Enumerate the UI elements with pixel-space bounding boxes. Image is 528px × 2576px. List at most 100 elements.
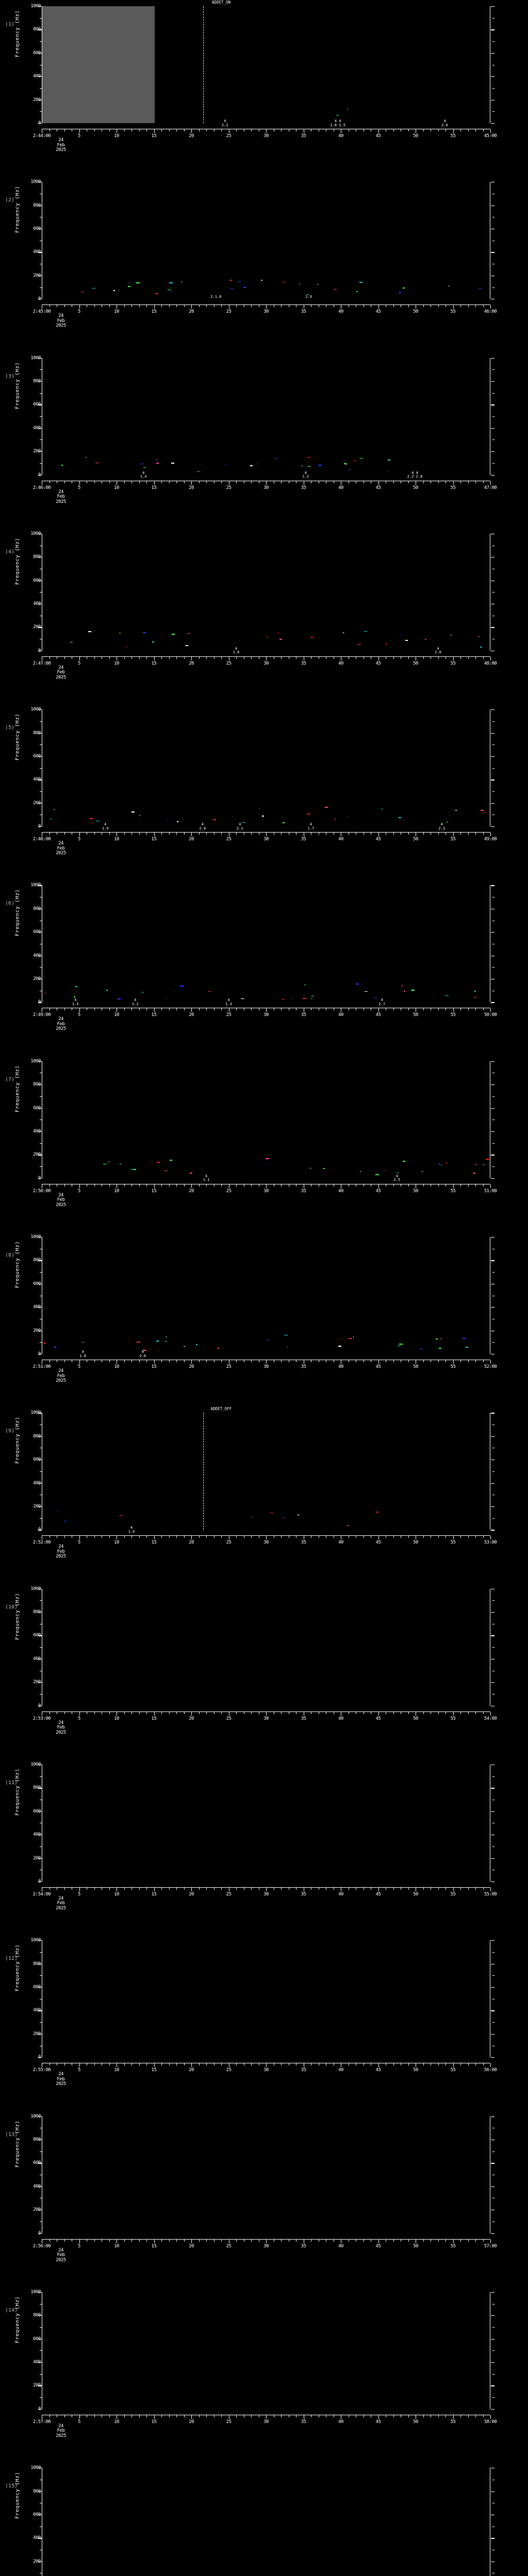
plot-area[interactable]: [42, 885, 490, 1003]
x-axis-end-label: 46:00: [484, 309, 497, 315]
y-tick-major-right: [491, 29, 494, 30]
x-tick-label: 50: [413, 1188, 418, 1194]
detection-mark: [301, 465, 303, 467]
x-tick-label: 30: [263, 1540, 269, 1546]
plot-area[interactable]: [42, 2292, 490, 2409]
y-tick-major-right: [491, 2338, 494, 2340]
y-tick-major: [38, 123, 42, 124]
y-tick-major-right: [491, 2116, 494, 2117]
plot-area[interactable]: [42, 1237, 490, 1354]
plot-area[interactable]: [42, 6, 490, 123]
detection-mark: [230, 288, 234, 290]
date-line: Feb: [57, 494, 65, 500]
x-tick-minor: [281, 129, 282, 131]
x-axis-date-stack: 24 Feb 2025: [56, 841, 66, 856]
y-tick-major-right: [491, 1002, 494, 1003]
plot-area[interactable]: [42, 533, 490, 651]
x-tick-minor: [460, 481, 461, 483]
x-tick-major: [453, 833, 454, 837]
x-tick-label: 20: [189, 1012, 194, 1018]
y-tick-major-right: [491, 1811, 494, 1812]
x-tick-minor: [468, 481, 469, 483]
x-tick-minor: [236, 833, 237, 835]
date-line: 2025: [56, 674, 66, 680]
x-axis-start-label: 2:52:00: [32, 1540, 51, 1546]
plot-area[interactable]: [42, 1061, 490, 1178]
x-tick-label: 45: [375, 1540, 381, 1546]
x-tick-label: 55: [450, 1716, 456, 1721]
x-tick-major: [453, 1711, 454, 1716]
x-tick-minor: [460, 1360, 461, 1363]
x-tick-minor: [199, 1887, 200, 1890]
plot-area[interactable]: [42, 1413, 490, 1530]
x-tick-minor: [184, 305, 185, 308]
x-tick-minor: [221, 1536, 222, 1538]
x-tick-minor: [206, 1711, 207, 1714]
y-tick-minor: [40, 369, 42, 370]
plot-area[interactable]: [42, 182, 490, 299]
y-tick-major: [38, 2292, 42, 2293]
x-tick-minor: [176, 1536, 177, 1538]
plot-area[interactable]: [42, 1588, 490, 1706]
detection-mark: [486, 1159, 490, 1160]
plot-area[interactable]: [42, 1764, 490, 1882]
y-axis-ticks: 0 200 400 600 800 1000: [0, 2114, 42, 2236]
detection-mark: [238, 281, 241, 282]
x-tick-minor: [460, 656, 461, 659]
detection-mark: [184, 1346, 186, 1347]
y-tick-major: [38, 2116, 42, 2117]
y-tick-major: [38, 2385, 42, 2386]
x-tick-label: 15: [151, 133, 157, 139]
y-tick-label: 800: [33, 202, 41, 208]
panel-number: (10): [5, 1604, 18, 1610]
date-line: 24: [58, 841, 63, 846]
x-tick-minor: [408, 2063, 409, 2066]
y-tick-major-right: [491, 358, 494, 359]
y-tick-major: [38, 2315, 42, 2316]
plot-area[interactable]: [42, 358, 490, 475]
detection-mark: [399, 634, 401, 635]
detection-mark: [170, 1160, 173, 1161]
x-tick-label: 15: [151, 1188, 157, 1194]
x-tick-minor: [124, 1887, 125, 1890]
detection-annotation: 2.1.8: [210, 295, 221, 299]
date-line: 24: [58, 1544, 63, 1550]
detection-mark: [166, 1336, 167, 1337]
detection-mark: [229, 280, 232, 281]
x-axis: [42, 304, 491, 309]
detection-mark: [318, 465, 322, 466]
y-tick-minor-right: [492, 439, 494, 440]
plot-area[interactable]: [42, 2468, 490, 2576]
x-tick-major: [453, 305, 454, 309]
detection-annotation-top: 4: [437, 646, 439, 651]
detection-annotation-bottom: 2.0: [139, 1353, 146, 1358]
plot-area[interactable]: [42, 2116, 490, 2233]
x-tick-minor: [438, 1008, 439, 1011]
x-tick-label: 30: [263, 2067, 269, 2073]
x-axis-end-label: 47:00: [484, 485, 497, 490]
x-tick-minor: [139, 1184, 140, 1187]
x-tick-minor: [393, 1711, 394, 1714]
y-tick-minor: [40, 1272, 42, 1273]
detection-mark: [169, 282, 173, 283]
y-tick-major-right: [491, 1307, 494, 1308]
panel-number: (6): [5, 901, 15, 907]
x-axis-start-label: 2:57:00: [32, 2419, 51, 2425]
x-tick-label: 30: [263, 1891, 269, 1897]
detection-annotation-top: 4: [74, 998, 77, 1003]
y-tick-minor-right: [492, 2397, 494, 2398]
x-tick-minor: [206, 2063, 207, 2066]
y-tick-label: 1000: [30, 4, 41, 9]
plot-area[interactable]: [42, 709, 490, 827]
x-tick-major: [154, 1360, 155, 1364]
x-tick-minor: [124, 1711, 125, 1714]
x-tick-label: 40: [338, 1540, 343, 1546]
y-tick-major-right: [491, 1612, 494, 1613]
x-tick-label: 35: [301, 309, 306, 315]
x-tick-minor: [408, 1360, 409, 1363]
plot-area[interactable]: [42, 1940, 490, 2058]
detection-mark: [309, 1167, 312, 1169]
y-tick-minor: [40, 1647, 42, 1648]
x-tick-minor: [169, 833, 170, 835]
y-tick-minor: [40, 18, 42, 19]
